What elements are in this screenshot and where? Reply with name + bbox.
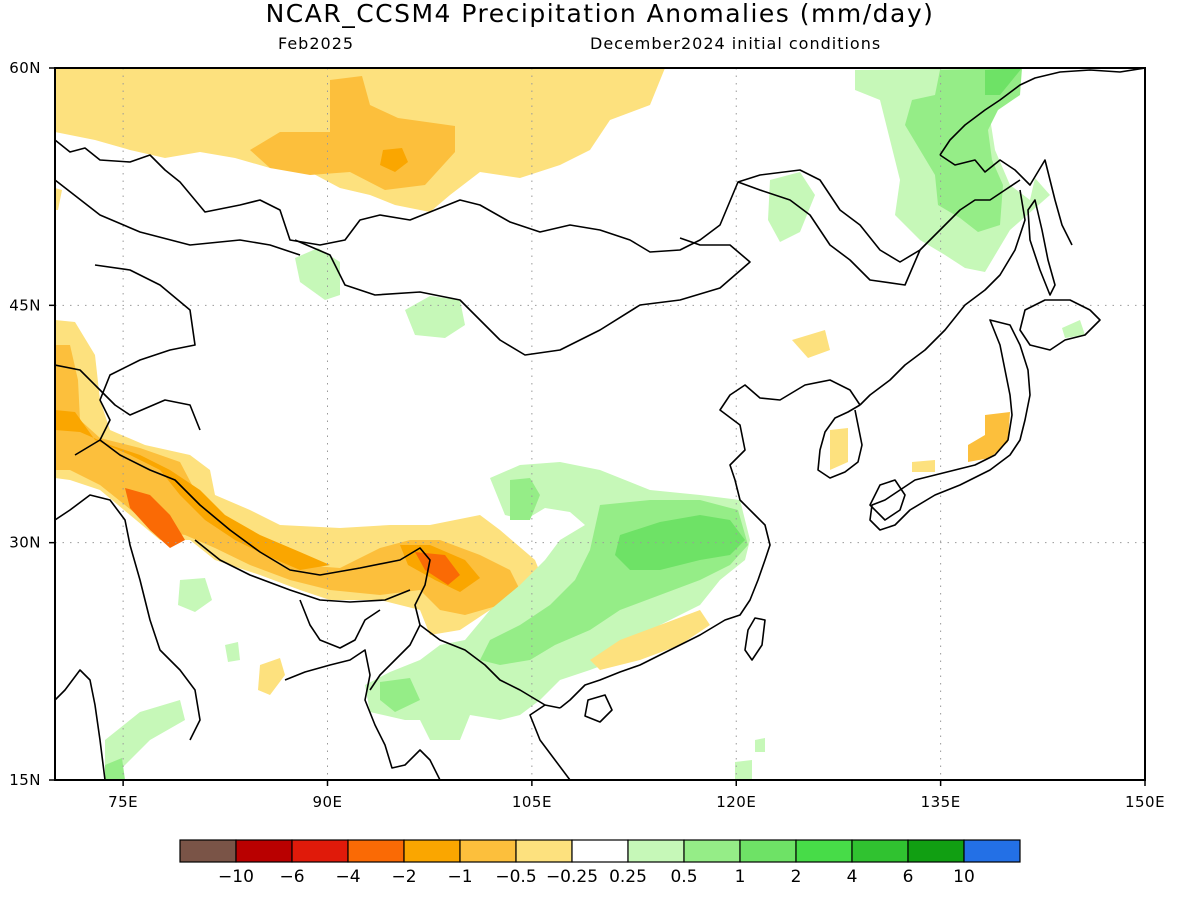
colorbar-swatch-12 (851, 839, 909, 863)
colorbar-label-13: 10 (953, 867, 975, 887)
anomaly-himalaya-core (125, 488, 185, 548)
anomaly-far-east-wet-center (985, 68, 1022, 95)
coastline-bay-of-bengal (284, 649, 441, 780)
colorbar-swatch-3 (347, 839, 405, 863)
colorbar-swatch-1 (235, 839, 293, 863)
map-plot-area (55, 68, 1145, 780)
colorbar-label-10: 2 (791, 867, 802, 887)
coastline-okhotsk (939, 68, 1145, 156)
border-india-bangladesh (299, 599, 381, 649)
border-central-asia (55, 364, 201, 431)
valid-month-label: Feb2025 (278, 34, 355, 53)
colorbar-swatch-8 (627, 839, 685, 863)
colorbar-swatch-14 (963, 839, 1021, 863)
coastline-japan-honshu (869, 319, 1031, 531)
coastline-arctic-russia (55, 139, 1021, 263)
colorbar-label-2: −4 (335, 867, 360, 887)
colorbar-swatch-7 (571, 839, 629, 863)
map-grid (55, 68, 1145, 780)
lon-tick-label-4: 135E (921, 793, 961, 811)
border-nepal-bhutan (194, 539, 411, 603)
colorbar-label-6: −0.25 (546, 867, 598, 887)
coastline-hainan (584, 694, 613, 723)
coastline-korea (817, 404, 863, 479)
border-myanmar-china (419, 624, 546, 706)
colorbar-label-11: 4 (847, 867, 858, 887)
anomaly-yunnan-dry-core (415, 552, 460, 585)
anomaly-mongolia-wet (405, 296, 465, 338)
anomaly-india-dry (258, 658, 285, 695)
colorbar-swatch-4 (403, 839, 461, 863)
colorbar-swatch-2 (291, 839, 349, 863)
map-frame (54, 67, 1146, 781)
anomaly-korea-dry (792, 330, 830, 358)
coastline-mongolia-china-border (294, 237, 751, 356)
colorbar-swatch-13 (907, 839, 965, 863)
coastline-bohai-yellow-sea (559, 379, 861, 709)
coastline-taiwan (744, 617, 766, 661)
anomaly-far-east-wet-core (905, 68, 1022, 232)
colorbar-swatch-6 (515, 839, 573, 863)
lat-tick-label-3: 60N (9, 59, 41, 77)
lon-tick-label-0: 75E (108, 793, 138, 811)
anomaly-guangdong-dry (590, 610, 710, 670)
colorbar-label-1: −6 (279, 867, 304, 887)
chart-title: NCAR_CCSM4 Precipitation Anomalies (mm/d… (265, 0, 935, 28)
border-himalaya (99, 439, 431, 691)
lon-tick-label-5: 150E (1125, 793, 1165, 811)
colorbar-swatch-0 (179, 839, 237, 863)
colorbar-label-3: −2 (391, 867, 416, 887)
border-china-west (74, 264, 196, 456)
coastline-sakhalin (1027, 199, 1056, 296)
colorbar-label-7: 0.25 (609, 867, 647, 887)
colorbar-swatch-11 (795, 839, 853, 863)
coastline-hokkaido (1019, 299, 1101, 351)
lon-tick-label-2: 105E (512, 793, 552, 811)
anomaly-korea-south-dry (830, 428, 848, 470)
coastline-kyushu (869, 479, 906, 521)
coastlines-borders (55, 68, 1145, 780)
anomaly-siberia-dry-center (380, 148, 408, 172)
lat-tick-label-2: 45N (9, 296, 41, 314)
colorbar-swatch-9 (683, 839, 741, 863)
colorbar: −10 −6 −4 −2 −1 −0.5 −0.25 0.25 0.5 1 2 4 6 10 (179, 839, 1021, 887)
anomaly-fields (55, 68, 1085, 780)
coastline-india-west (55, 669, 106, 780)
colorbar-label-5: −0.5 (495, 867, 536, 887)
anomaly-yangtze-wet-core (615, 515, 745, 570)
anomaly-india-wet-core (105, 758, 125, 780)
lon-tick-label-1: 90E (312, 793, 342, 811)
border-kazakh (55, 179, 301, 256)
anomaly-japan-dry (968, 412, 1010, 462)
colorbar-swatch-5 (459, 839, 517, 863)
anomaly-hokkaido-wet (1062, 320, 1085, 338)
anomaly-karakoram-dry-deep (55, 410, 330, 570)
border-china-russia-east (737, 181, 921, 286)
colorbar-label-4: −1 (447, 867, 472, 887)
border-pakistan-afghanistan (55, 494, 201, 741)
anomaly-yellow-strip-west (55, 188, 62, 210)
lat-tick-label-1: 30N (9, 534, 41, 552)
anomaly-manchuria-wet (768, 172, 815, 242)
colorbar-swatch-10 (739, 839, 797, 863)
lat-tick-label-0: 15N (9, 771, 41, 789)
colorbar-label-8: 0.5 (670, 867, 697, 887)
lon-tick-label-3: 120E (716, 793, 756, 811)
init-conditions-label: December2024 initial conditions (590, 34, 882, 53)
coastline-indochina (529, 704, 571, 780)
anomaly-japan-dry-west (912, 460, 935, 472)
anomaly-kazakh-wet (295, 248, 340, 300)
coastline-kamchatka-mainland (939, 154, 1073, 246)
colorbar-label-9: 1 (735, 867, 746, 887)
colorbar-label-0: −10 (218, 867, 254, 887)
map-axes: 15N 30N 45N 60N 75E 90E 105E 120E 135E 150E (9, 59, 1165, 811)
coastline-primorye (859, 189, 1026, 406)
colorbar-label-12: 6 (903, 867, 914, 887)
